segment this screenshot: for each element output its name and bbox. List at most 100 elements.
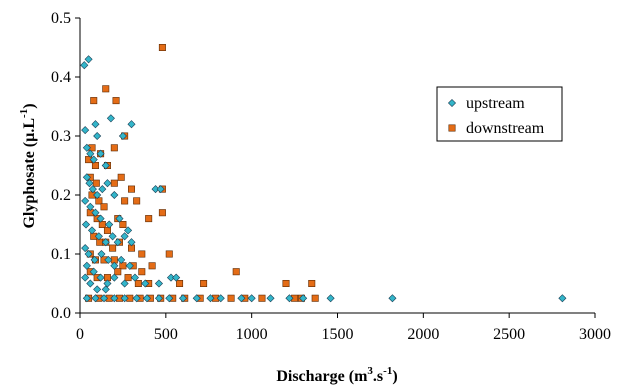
upstream-point [127, 238, 136, 247]
upstream-point [132, 294, 141, 303]
upstream-point [85, 179, 94, 188]
downstream-point [148, 262, 156, 270]
upstream-point [206, 294, 215, 303]
upstream-point [101, 285, 110, 294]
upstream-point [96, 214, 105, 223]
upstream-point [141, 279, 150, 288]
upstream-point [101, 161, 110, 170]
upstream-point [142, 294, 151, 303]
downstream-point [92, 179, 100, 187]
upstream-point [90, 255, 99, 264]
upstream-point [81, 126, 90, 135]
upstream-point [105, 220, 114, 229]
upstream-point [101, 238, 110, 247]
upstream-point [86, 279, 95, 288]
upstream-point [93, 131, 102, 141]
upstream-point [154, 279, 163, 288]
upstream-point [266, 294, 275, 303]
x-tick-label: 1000 [236, 326, 268, 343]
downstream-point [176, 279, 184, 287]
x-tick-label: 500 [154, 326, 178, 343]
upstream-point [237, 294, 246, 303]
upstream-point [82, 294, 91, 303]
upstream-point [106, 114, 115, 123]
upstream-point [172, 273, 181, 282]
data-points [80, 43, 567, 303]
plot-area [79, 18, 595, 314]
downstream-point [112, 97, 120, 105]
y-tick-label: 0.4 [51, 69, 71, 86]
upstream-point [81, 220, 91, 229]
upstream-point [84, 55, 93, 64]
x-tick-label: 2000 [407, 326, 439, 343]
upstream-point [93, 190, 102, 200]
x-tick-label: 0 [76, 326, 84, 343]
downstream-point [119, 221, 127, 229]
downstream-point [124, 274, 132, 282]
upstream-point [93, 285, 102, 294]
downstream-point [91, 162, 99, 170]
downstream-point [90, 97, 98, 105]
upstream-point [130, 273, 139, 282]
y-tick-label: 0.3 [51, 128, 71, 145]
downstream-point [109, 244, 117, 252]
upstream-point [84, 249, 93, 259]
upstream-point [156, 185, 165, 194]
upstream-point [91, 208, 100, 217]
x-tick-label: 2500 [493, 326, 525, 343]
upstream-point [120, 232, 129, 241]
legend-box [436, 86, 563, 142]
upstream-point [110, 190, 119, 200]
upstream-point [117, 255, 126, 264]
upstream-point [103, 179, 112, 188]
upstream-point [89, 267, 98, 276]
downstream-point [227, 294, 235, 302]
downstream-point [138, 250, 146, 258]
upstream-point [120, 294, 129, 303]
upstream-point [113, 238, 122, 247]
y-tick-label: 0.5 [51, 10, 71, 27]
x-axis-ticks: 0 500 1000 1500 2000 2500 3000 [76, 313, 611, 343]
downstream-point [282, 279, 290, 287]
downstream-point [311, 294, 319, 302]
downstream-point [110, 144, 118, 152]
downstream-point [121, 197, 129, 205]
downstream-point [158, 209, 166, 217]
legend-downstream-marker [448, 124, 456, 132]
upstream-point [81, 273, 90, 282]
upstream-point [558, 294, 567, 303]
upstream-point [87, 226, 97, 235]
upstream-point [97, 249, 106, 259]
downstream-point [117, 173, 125, 181]
downstream-point [165, 250, 173, 258]
upstream-point [110, 261, 119, 270]
downstream-point [145, 215, 153, 223]
upstream-point [94, 232, 103, 241]
downstream-point [232, 268, 240, 276]
downstream-point [308, 279, 316, 287]
upstream-point [82, 261, 91, 270]
x-axis-title: Discharge (m3.s-1) [276, 365, 397, 385]
upstream-point [104, 255, 113, 264]
upstream-point [88, 185, 97, 194]
upstream-point [216, 294, 225, 303]
y-tick-label: 0.1 [51, 246, 71, 263]
upstream-point [247, 294, 256, 303]
upstream-point [86, 149, 95, 158]
upstream-point [86, 202, 95, 211]
upstream-point [100, 294, 109, 303]
upstream-point [82, 173, 91, 182]
downstream-point [138, 268, 146, 276]
y-tick-label: 0.2 [51, 187, 71, 204]
x-tick-label: 1500 [322, 326, 354, 343]
upstream-point [96, 273, 105, 282]
upstream-point [115, 214, 124, 223]
upstream-point [81, 244, 90, 253]
downstream-point [158, 43, 166, 51]
upstream-point [81, 196, 90, 205]
upstream-point [165, 294, 174, 303]
upstream-point [91, 294, 100, 303]
upstream-point [127, 120, 136, 129]
upstream-point [98, 185, 107, 194]
downstream-point [134, 279, 142, 287]
